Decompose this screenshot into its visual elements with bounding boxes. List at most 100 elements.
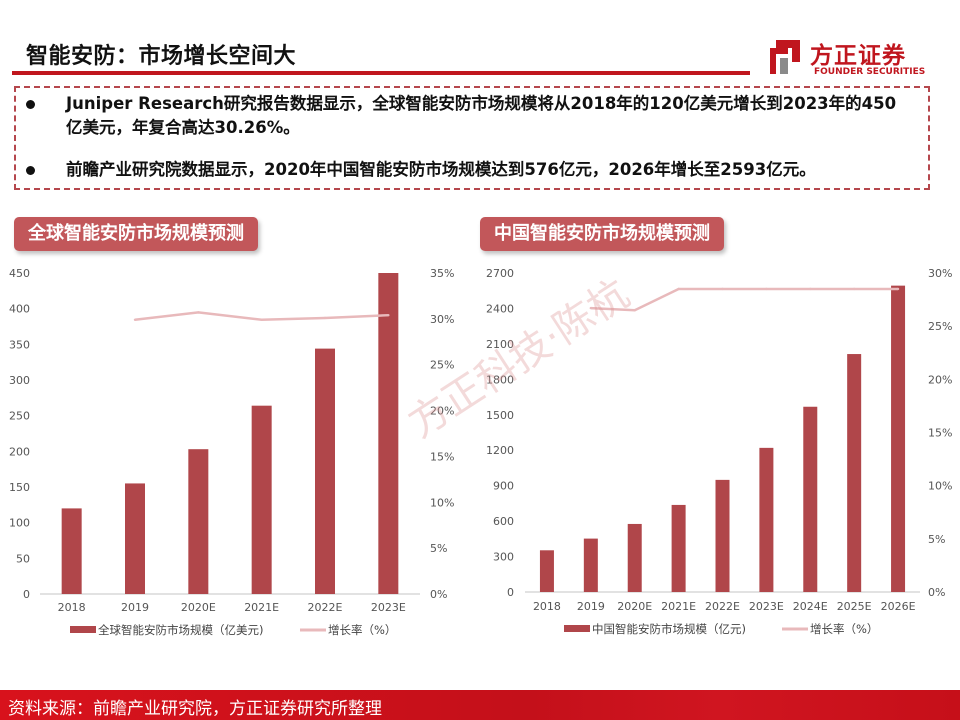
growth-rate-point [197, 311, 200, 314]
y2-tick-label: 20% [430, 405, 454, 418]
x-tick-label: 2019 [121, 601, 149, 614]
y-tick-label: 450 [9, 267, 30, 280]
x-tick-label: 2022E [705, 600, 740, 613]
x-tick-label: 2018 [533, 600, 561, 613]
logo-name-en: FOUNDER SECURITIES [814, 67, 926, 77]
y2-tick-label: 35% [430, 267, 454, 280]
key-point: Juniper Research研究报告数据显示，全球智能安防市场规模将从201… [26, 92, 906, 140]
bar [583, 538, 598, 592]
global-market-chart: 0 50 100 150 200 250 300 350 400 450 0% 5% 10% 15% 20%… [9, 267, 454, 637]
y-tick-label: 300 [493, 551, 514, 564]
y-tick-label: 2100 [486, 338, 514, 351]
y-tick-label: 1800 [486, 373, 514, 386]
y-tick-label: 2400 [486, 302, 514, 315]
growth-rate-point [133, 318, 137, 321]
bar [378, 273, 399, 594]
legend-line-label: 增长率（%） [328, 623, 396, 637]
y-tick-label: 50 [16, 552, 30, 565]
growth-rate-point [809, 287, 812, 291]
growth-rate-line [590, 287, 899, 312]
bar [627, 523, 642, 592]
bar [539, 550, 554, 592]
y2-tick-label: 5% [430, 542, 447, 555]
y2-tick-label: 10% [430, 496, 454, 509]
title-divider [12, 71, 750, 75]
growth-rate-point [589, 306, 593, 310]
section-label-global: 全球智能安防市场规模预测 [14, 217, 258, 251]
x-tick-label: 2018 [58, 601, 86, 614]
y2-tick-label: 15% [430, 450, 454, 463]
page-title: 智能安防：市场增长空间大 [26, 44, 297, 69]
bar [315, 348, 335, 594]
bar [188, 449, 209, 594]
bar [891, 285, 906, 592]
growth-rate-point [852, 287, 856, 291]
y2-tick-label: 20% [928, 373, 952, 386]
y-tick-label: 1200 [486, 444, 514, 457]
source-footer: 资料来源：前瞻产业研究院，方正证券研究所整理 [0, 690, 960, 720]
bar [671, 504, 686, 592]
y-tick-label: 300 [9, 374, 30, 387]
growth-rate-point [896, 287, 900, 291]
x-tick-label: 2021E [661, 600, 696, 613]
brand-logo: 方正证券 FOUNDER SECURITIES [768, 36, 938, 82]
y-tick-label: 0 [23, 588, 30, 601]
logo-mark-icon [770, 40, 800, 74]
key-points-box [14, 86, 930, 190]
y2-tick-label: 0% [430, 588, 447, 601]
growth-rate-point [387, 313, 390, 317]
bullet-icon [26, 166, 35, 175]
y-tick-label: 400 [9, 303, 30, 316]
y2-tick-label: 10% [928, 480, 952, 493]
y2-tick-label: 25% [430, 359, 454, 372]
x-tick-label: 2023E [749, 600, 784, 613]
growth-rate-point [721, 287, 724, 291]
section-label-china: 中国智能安防市场规模预测 [480, 217, 724, 251]
bar [251, 405, 272, 594]
x-tick-label: 2020E [617, 600, 652, 613]
y2-tick-label: 30% [928, 267, 952, 280]
bar [715, 479, 730, 592]
bar [759, 447, 774, 592]
x-tick-label: 2020E [181, 601, 216, 614]
source-note: 资料来源：前瞻产业研究院，方正证券研究所整理 [8, 699, 382, 719]
x-tick-label: 2025E [837, 600, 872, 613]
x-tick-label: 2022E [308, 601, 343, 614]
y-tick-label: 0 [507, 586, 514, 599]
growth-rate-point [633, 309, 636, 312]
y2-tick-label: 25% [928, 320, 952, 333]
y2-tick-label: 5% [928, 533, 945, 546]
growth-rate-point [260, 318, 263, 321]
y2-tick-label: 30% [430, 313, 454, 326]
y-tick-label: 350 [9, 338, 30, 351]
china-market-chart: 0 300 600 900 1200 1500 1800 2100 2400 2700 0% 5% 10… [486, 267, 952, 636]
y-tick-label: 100 [9, 517, 30, 530]
x-tick-label: 2024E [793, 600, 828, 613]
bar [125, 483, 145, 594]
y-tick-label: 250 [9, 410, 30, 423]
bar [803, 406, 818, 592]
logo-name-cn: 方正证券 [810, 43, 906, 69]
legend-line-label: 增长率（%） [810, 622, 878, 636]
x-tick-label: 2023E [371, 601, 406, 614]
x-tick-label: 2021E [244, 601, 279, 614]
bar [61, 508, 82, 594]
x-tick-label: 2026E [881, 600, 916, 613]
growth-rate-point [677, 287, 680, 291]
legend-bar-swatch [564, 625, 590, 632]
y-tick-label: 2700 [486, 267, 514, 280]
bar [847, 354, 862, 592]
legend-bar-label: 全球智能安防市场规模（亿美元) [98, 623, 264, 637]
y-tick-label: 150 [9, 481, 30, 494]
bullet-icon [26, 100, 35, 109]
y-tick-label: 200 [9, 445, 30, 458]
y-tick-label: 600 [493, 515, 514, 528]
legend-bar-swatch [70, 626, 96, 633]
key-point: 前瞻产业研究院数据显示，2020年中国智能安防市场规模达到576亿元，2026年… [26, 158, 906, 182]
x-tick-label: 2019 [577, 600, 605, 613]
y-tick-label: 900 [493, 480, 514, 493]
y-tick-label: 1500 [486, 409, 514, 422]
y2-tick-label: 15% [928, 427, 952, 440]
legend-bar-label: 中国智能安防市场规模（亿元) [592, 622, 746, 636]
growth-rate-point [765, 287, 768, 291]
